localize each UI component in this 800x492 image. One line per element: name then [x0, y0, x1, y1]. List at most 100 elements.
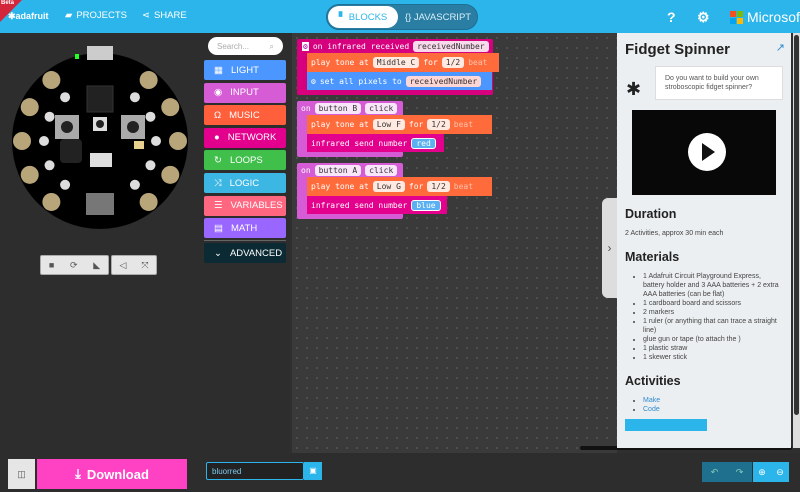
note-field[interactable]: Middle C [372, 57, 420, 68]
beat-dropdown[interactable]: 1/2 [427, 119, 450, 130]
zoom-out-icon[interactable]: ⊖ [776, 466, 784, 477]
projects-button[interactable]: ▰ PROJECTS [65, 10, 127, 22]
action-dropdown[interactable]: click [365, 164, 398, 176]
block-text: on infrared received [312, 41, 410, 51]
list-item: Code [643, 405, 783, 414]
logo-text: adafruit [15, 11, 49, 21]
puzzle-icon: ▘ [338, 11, 349, 23]
value-dropdown[interactable]: red [411, 137, 436, 149]
set-pixels-block[interactable]: ⚙ set all pixels to receivedNumber [307, 72, 492, 90]
collapse-icon: ◫ [17, 468, 26, 479]
category-loops[interactable]: ↻ LOOPS [204, 150, 286, 171]
toggle-simulator-button[interactable]: ◫ [8, 459, 35, 489]
list-item: 1 cardboard board and scissors [643, 299, 783, 308]
save-button[interactable]: ▣ [304, 462, 322, 480]
pin-pad[interactable] [169, 132, 187, 150]
fullscreen-icon[interactable]: ⤧ [141, 259, 149, 270]
microsoft-logo[interactable]: Microsoft [730, 9, 800, 25]
neopixel-led [44, 160, 55, 171]
category-variables[interactable]: ☰ VARIABLES [204, 195, 286, 216]
neopixel-led [44, 111, 55, 122]
button-dropdown[interactable]: button A [314, 164, 362, 176]
materials-heading: Materials [625, 250, 680, 264]
gear-icon[interactable]: ⚙ [697, 9, 710, 25]
pin-pad[interactable] [42, 71, 61, 90]
pin-pad[interactable] [139, 71, 158, 90]
circuit-playground-board[interactable] [0, 33, 200, 253]
start-tutorial-button[interactable] [625, 419, 707, 431]
category-label: VARIABLES [230, 200, 283, 212]
category-advanced[interactable]: ⌄ ADVANCED [204, 243, 286, 263]
pin-pad[interactable] [161, 165, 180, 184]
infrared-send-block[interactable]: infrared send number blue [307, 196, 447, 214]
category-music[interactable]: Ω MUSIC [204, 105, 286, 126]
category-logic[interactable]: ⤨ LOGIC [204, 173, 286, 193]
mute-icon[interactable]: ◁ [119, 259, 127, 270]
chat-icon: ● [214, 132, 220, 144]
activity-link-code[interactable]: Code [643, 406, 660, 413]
search-placeholder: Search... [217, 42, 250, 51]
category-label: LOOPS [229, 154, 263, 166]
vertical-scrollbar[interactable] [793, 33, 800, 448]
collapse-tutorial-button[interactable]: › [602, 198, 617, 298]
pin-pad[interactable] [13, 132, 31, 150]
calculator-icon: ▤ [214, 222, 223, 234]
pin-pad[interactable] [20, 165, 39, 184]
tab-blocks[interactable]: ▘ BLOCKS [328, 6, 398, 28]
pin-pad[interactable] [161, 98, 180, 117]
block-text: on [301, 165, 311, 175]
variable-dropdown[interactable]: receivedNumber [413, 40, 489, 52]
category-label: INPUT [230, 87, 259, 99]
stop-icon[interactable]: ■ [48, 260, 55, 270]
neopixel-led [60, 92, 71, 103]
activities-heading: Activities [625, 374, 681, 388]
undo-redo: ↶ ↷ [702, 462, 752, 482]
project-name-input[interactable]: bluorred [206, 462, 304, 480]
note-field[interactable]: Low F [372, 119, 405, 130]
value-dropdown[interactable]: blue [411, 199, 441, 211]
pin-pad[interactable] [42, 192, 61, 211]
zoom-in-icon[interactable]: ⊕ [758, 466, 766, 477]
category-label: MUSIC [229, 109, 260, 121]
redo-icon[interactable]: ↷ [735, 466, 744, 477]
category-network[interactable]: ● NETWORK [204, 127, 286, 148]
blocks-workspace[interactable]: ⚙ on infrared received receivedNumber play… [292, 33, 792, 453]
pin-pad[interactable] [139, 192, 158, 211]
activity-link-make[interactable]: Make [643, 397, 661, 404]
help-icon[interactable]: ? [667, 9, 676, 25]
adafruit-logo[interactable]: ✱adafruit [8, 11, 49, 21]
external-link-icon[interactable]: ↗ [775, 42, 785, 54]
search-input[interactable]: Search... ⌕ [208, 37, 283, 55]
button-dropdown[interactable]: button B [314, 102, 362, 114]
beat-dropdown[interactable]: 1/2 [441, 57, 465, 68]
variable-field[interactable]: receivedNumber [405, 75, 482, 87]
horizontal-scrollbar[interactable] [580, 446, 792, 450]
share-button[interactable]: ⋖ SHARE [142, 10, 187, 22]
simulator: ■ ⟳ ◣ ◁ ⤧ [0, 33, 200, 453]
divider [204, 240, 286, 241]
category-light[interactable]: ▦ LIGHT [204, 60, 286, 80]
restart-icon[interactable]: ⟳ [69, 259, 78, 270]
download-button[interactable]: ⤓ Download [37, 459, 187, 489]
infrared-send-block[interactable]: infrared send number red [307, 134, 444, 152]
note-field[interactable]: Low G [372, 181, 405, 192]
undo-icon[interactable]: ↶ [710, 466, 719, 477]
beat-dropdown[interactable]: 1/2 [427, 181, 450, 192]
neopixel-led [39, 136, 49, 146]
category-input[interactable]: ◉ INPUT [204, 82, 286, 103]
slowmo-icon[interactable]: ◣ [93, 259, 101, 270]
sim-controls-2: ◁ ⤧ [111, 255, 157, 275]
materials-list: 1 Adafruit Circuit Playground Express, b… [625, 272, 783, 362]
action-dropdown[interactable]: click [365, 102, 398, 114]
play-icon[interactable] [688, 133, 726, 171]
category-label: NETWORK [227, 132, 277, 144]
tab-javascript[interactable]: {} JAVASCRIPT [404, 11, 472, 23]
pin-pad[interactable] [20, 98, 39, 117]
bottom-bar: ◫ ⤓ Download bluorred ▣ ↶ ↷ ⊕ ⊖ [0, 453, 800, 492]
speech-bubble: Do you want to build your own stroboscop… [655, 66, 783, 100]
category-math[interactable]: ▤ MATH [204, 218, 286, 239]
video-player[interactable] [632, 110, 776, 195]
